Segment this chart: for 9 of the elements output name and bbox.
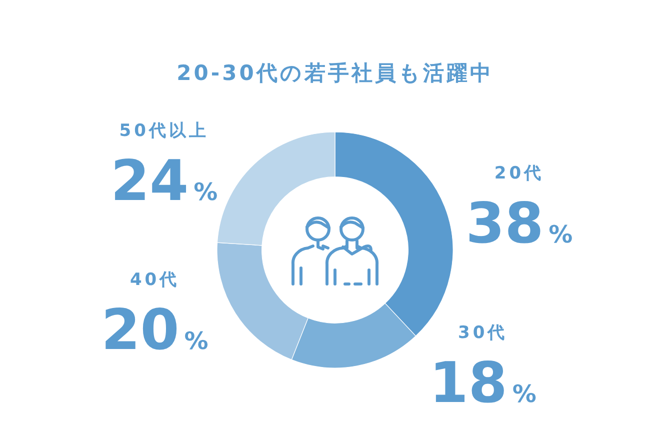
data-label: 18% (429, 350, 536, 416)
chart-title: 20-30代の若手社員も活躍中 (176, 61, 494, 85)
slice-label: 20代 (494, 164, 544, 184)
data-label: 38% (466, 192, 573, 257)
data-label: 24% (110, 148, 218, 214)
slice-label: 30代 (458, 322, 508, 343)
slice-label: 40代 (130, 270, 180, 290)
slice-label: 50代以上 (119, 120, 209, 141)
data-label: 20% (101, 298, 208, 364)
